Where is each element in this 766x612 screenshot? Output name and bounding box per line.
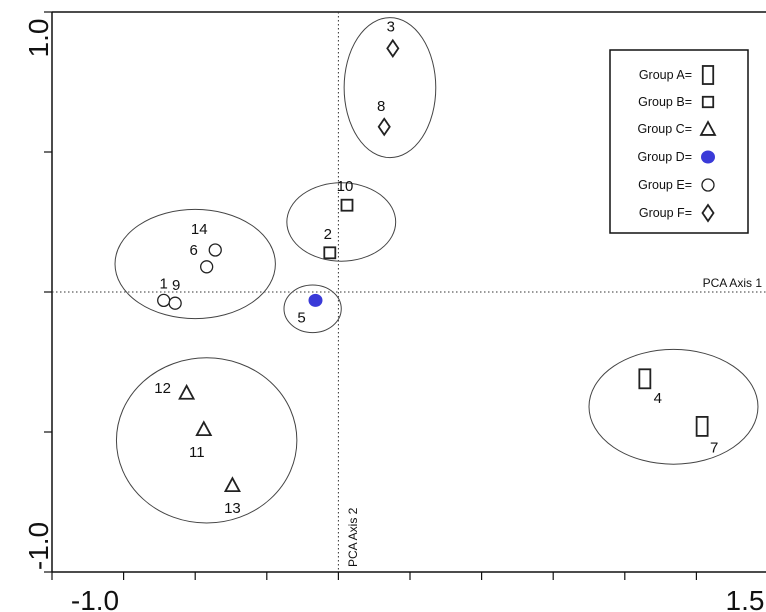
point-10 bbox=[340, 198, 354, 212]
point-8 bbox=[377, 117, 391, 137]
legend-symbol-group-e bbox=[701, 178, 715, 192]
group-ellipses bbox=[114, 17, 759, 524]
legend-symbol-group-b bbox=[701, 95, 715, 109]
legend-box bbox=[609, 49, 749, 234]
ellipse-group-b bbox=[286, 182, 397, 262]
point-label-13: 13 bbox=[224, 500, 241, 517]
point-5 bbox=[308, 293, 323, 307]
point-1 bbox=[157, 293, 171, 308]
point-label-9: 9 bbox=[172, 277, 180, 294]
x-tick-label-min: -1.0 bbox=[71, 585, 119, 612]
ellipse-group-d bbox=[283, 284, 342, 334]
point-11 bbox=[195, 420, 213, 437]
point-12 bbox=[178, 383, 196, 400]
legend-entry-f-label: Group F= bbox=[639, 206, 692, 220]
point-2 bbox=[323, 246, 337, 260]
legend-entry-e-label: Group E= bbox=[638, 178, 692, 192]
legend: Group A= Group B= Group C= Group D= Grou… bbox=[609, 49, 749, 234]
point-labels: 3 8 10 2 14 6 1 9 5 12 11 13 4 7 bbox=[154, 18, 718, 517]
legend-entry-a-label: Group A= bbox=[639, 68, 692, 82]
reference-lines bbox=[52, 12, 766, 572]
point-7 bbox=[695, 415, 709, 437]
legend-symbol-group-a bbox=[701, 65, 715, 85]
point-label-7: 7 bbox=[710, 439, 718, 456]
data-points bbox=[157, 38, 709, 493]
point-label-12: 12 bbox=[154, 380, 171, 397]
point-label-6: 6 bbox=[189, 242, 197, 259]
point-label-4: 4 bbox=[654, 390, 662, 407]
ellipse-group-c bbox=[115, 357, 298, 524]
axis2-label: PCA Axis 2 bbox=[346, 507, 360, 567]
point-label-2: 2 bbox=[324, 226, 332, 243]
legend-symbol-group-d bbox=[701, 150, 715, 164]
point-13 bbox=[223, 476, 241, 493]
axis-ticks bbox=[44, 11, 698, 580]
x-tick-label-max: 1.5 bbox=[726, 585, 765, 612]
legend-entry-b-label: Group B= bbox=[638, 95, 692, 109]
point-label-10: 10 bbox=[337, 178, 354, 195]
legend-symbols bbox=[699, 65, 717, 223]
point-14 bbox=[208, 243, 222, 257]
point-label-5: 5 bbox=[297, 309, 305, 326]
point-label-14: 14 bbox=[191, 221, 208, 238]
point-4 bbox=[638, 368, 652, 390]
point-3 bbox=[386, 38, 400, 58]
point-label-11: 11 bbox=[189, 444, 205, 461]
y-tick-label-max: 1.0 bbox=[23, 19, 54, 58]
point-label-1: 1 bbox=[160, 275, 168, 292]
y-tick-label-min: -1.0 bbox=[23, 522, 54, 570]
legend-symbol-group-f bbox=[701, 203, 715, 223]
point-6 bbox=[200, 260, 214, 274]
ellipse-group-e bbox=[114, 208, 276, 320]
point-label-8: 8 bbox=[377, 98, 385, 115]
ellipse-group-f bbox=[343, 17, 437, 159]
point-label-3: 3 bbox=[387, 18, 395, 35]
point-9 bbox=[168, 296, 182, 310]
legend-symbol-group-c bbox=[699, 120, 717, 136]
legend-entry-c-label: Group C= bbox=[637, 122, 692, 136]
legend-entry-d-label: Group D= bbox=[637, 150, 692, 164]
ellipse-group-a bbox=[588, 348, 759, 465]
axis1-label: PCA Axis 1 bbox=[703, 276, 763, 290]
